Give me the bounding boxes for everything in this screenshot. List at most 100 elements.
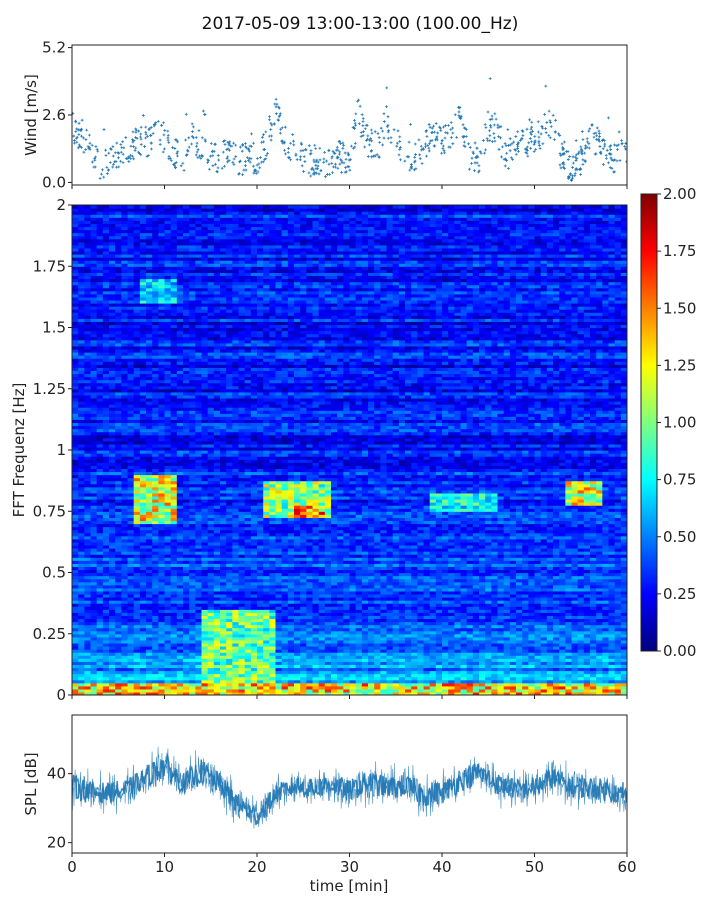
heatmap-cell: [608, 597, 616, 601]
heatmap-cell: [522, 661, 529, 665]
wind-marker: [409, 163, 413, 166]
heatmap-cell: [195, 664, 203, 669]
wind-marker: [473, 161, 477, 165]
heatmap-cell: [485, 618, 492, 623]
wind-marker: [163, 129, 167, 132]
heatmap-cell: [398, 600, 406, 604]
heatmap-cell: [306, 578, 314, 583]
heatmap-cell: [620, 606, 627, 610]
heatmap-cell: [602, 642, 610, 647]
heatmap-cell: [318, 688, 326, 693]
heatmap-cell: [158, 624, 166, 629]
heatmap-cell: [318, 600, 326, 604]
heatmap-cell: [355, 655, 363, 659]
heatmap-cell: [343, 615, 351, 620]
heatmap-cell: [232, 679, 240, 684]
heatmap-cell: [170, 667, 178, 672]
wind-marker: [176, 140, 180, 144]
wind-marker: [117, 156, 120, 160]
heatmap-cell: [602, 649, 610, 653]
heatmap-cell: [497, 597, 505, 601]
heatmap-cell: [546, 673, 554, 678]
heatmap-cell: [559, 633, 566, 638]
heatmap-cell: [121, 578, 129, 583]
wind-marker: [322, 157, 326, 161]
heatmap-cell: [602, 633, 610, 638]
heatmap-cell: [324, 600, 332, 604]
heatmap-cell: [152, 581, 159, 586]
heatmap-cell: [448, 685, 455, 690]
heatmap-cell: [269, 572, 277, 577]
heatmap-cell: [152, 597, 159, 601]
heatmap-cell: [337, 600, 344, 604]
heatmap-cell: [287, 584, 295, 589]
wind-marker: [368, 138, 372, 142]
heatmap-cell: [411, 578, 418, 583]
heatmap-cell: [374, 655, 381, 659]
heatmap-cell: [164, 575, 172, 580]
heatmap-cell: [164, 612, 172, 616]
heatmap-cell: [226, 679, 233, 684]
heatmap-cell: [220, 627, 227, 632]
heatmap-cell: [522, 667, 529, 672]
wind-marker: [198, 154, 201, 158]
heatmap-cell: [534, 691, 542, 695]
wind-marker: [262, 133, 265, 137]
heatmap-cell: [479, 649, 486, 653]
heatmap-cell: [435, 621, 443, 626]
heatmap-cell: [78, 646, 85, 650]
heatmap-cell: [331, 630, 338, 635]
heatmap-cell: [429, 581, 437, 586]
heatmap-cell: [460, 633, 468, 638]
heatmap-cell: [133, 682, 141, 687]
heatmap-cell: [620, 685, 627, 690]
wind-marker: [225, 157, 229, 161]
heatmap-cell: [121, 658, 129, 662]
heatmap-cell: [429, 609, 437, 613]
heatmap-cell: [312, 649, 320, 653]
heatmap-cell: [516, 649, 523, 653]
heatmap-cell: [546, 685, 554, 690]
heatmap-cell: [614, 569, 622, 574]
heatmap-cell: [571, 682, 579, 687]
heatmap-cell: [355, 593, 363, 598]
heatmap-cell: [472, 630, 480, 635]
heatmap-cell: [115, 590, 122, 595]
heatmap-cell: [170, 612, 178, 616]
heatmap-cell: [435, 639, 443, 644]
heatmap-cell: [189, 639, 196, 644]
heatmap-cell: [528, 664, 536, 669]
heatmap-cell: [189, 578, 196, 583]
heatmap-cell: [84, 676, 92, 681]
heatmap-cell: [152, 590, 159, 595]
heatmap-cell: [102, 682, 110, 687]
heatmap-cell: [355, 575, 363, 580]
heatmap-cell: [183, 590, 190, 595]
heatmap-cell: [423, 646, 431, 650]
heatmap-cell: [109, 664, 116, 669]
heatmap-cell: [84, 612, 92, 616]
heatmap-cell: [102, 590, 110, 595]
heatmap-cell: [183, 612, 190, 616]
wind-marker: [80, 134, 83, 138]
heatmap-cell: [294, 633, 301, 638]
wind-marker: [282, 141, 286, 145]
heatmap-cell: [189, 600, 196, 604]
heatmap-cell: [361, 661, 369, 665]
heatmap-cell: [534, 606, 542, 610]
heatmap-cell: [257, 639, 264, 644]
heatmap-cell: [306, 649, 314, 653]
heatmap-cell: [164, 655, 172, 659]
heatmap-cell: [257, 575, 264, 580]
heatmap-cell: [337, 569, 344, 574]
wind-marker: [200, 154, 204, 157]
heatmap-cell: [244, 578, 252, 583]
heatmap-cell: [294, 590, 301, 595]
heatmap-cell: [96, 670, 104, 675]
heatmap-cell: [522, 609, 529, 613]
wind-marker: [532, 142, 536, 146]
heatmap-cell: [466, 691, 474, 695]
heatmap-cell: [546, 691, 554, 695]
heatmap-cell: [571, 658, 579, 662]
heatmap-cell: [454, 600, 462, 604]
